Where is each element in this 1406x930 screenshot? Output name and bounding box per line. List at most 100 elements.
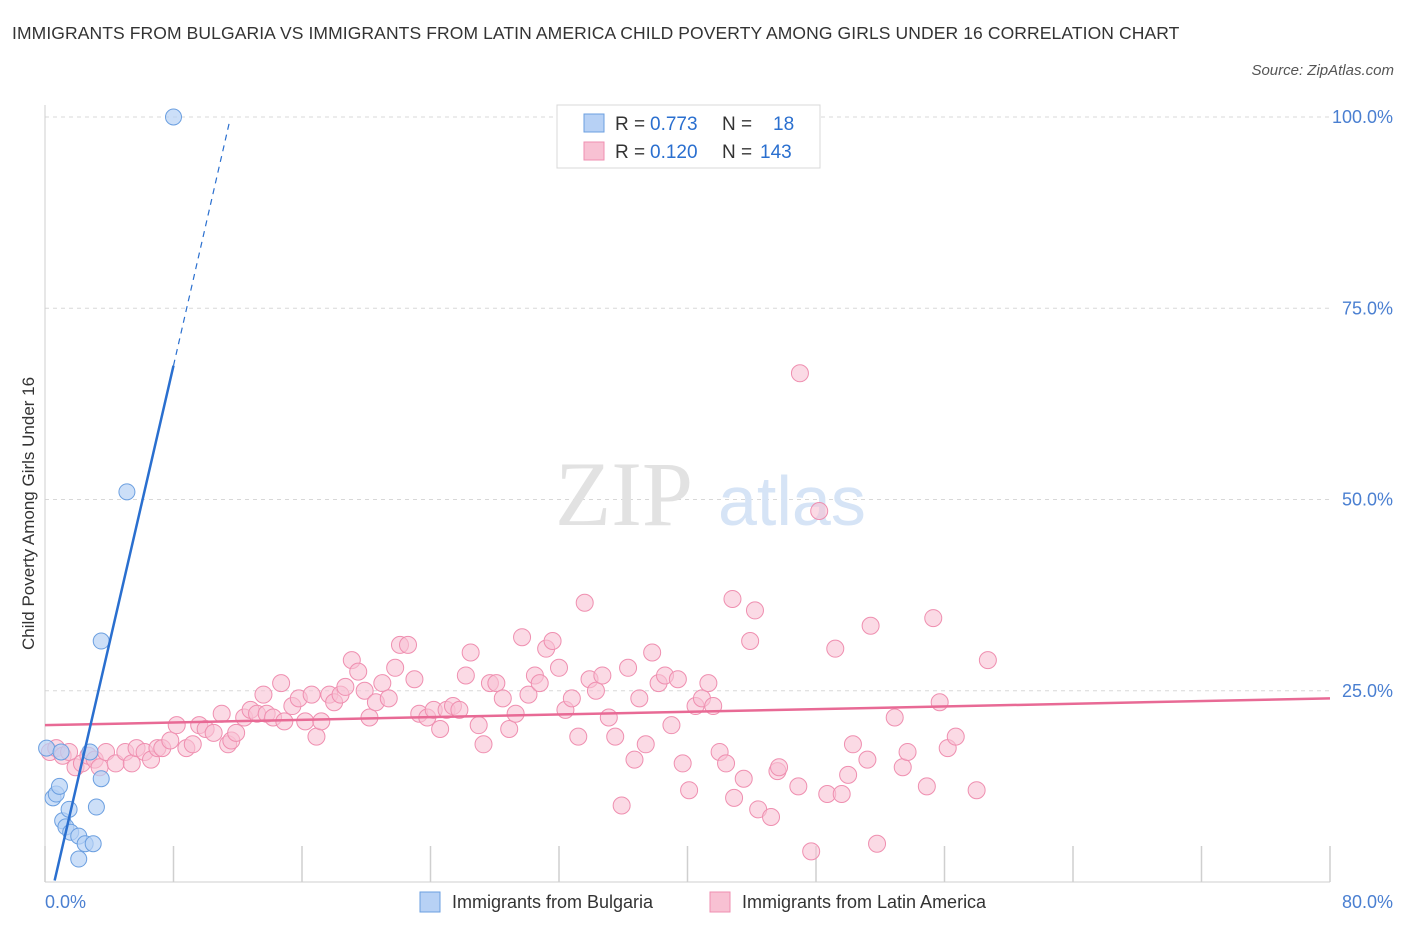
data-point-latin-america bbox=[575, 593, 594, 612]
stats-r-label-bulgaria: R = bbox=[615, 114, 645, 135]
source-note: Source: ZipAtlas.com bbox=[1251, 62, 1394, 79]
data-point-latin-america bbox=[519, 685, 538, 704]
y-tick-label: 75.0% bbox=[1342, 298, 1393, 318]
data-point-latin-america bbox=[599, 708, 618, 727]
data-point-latin-america bbox=[227, 723, 246, 742]
data-point-latin-america bbox=[643, 643, 662, 662]
data-point-latin-america bbox=[802, 842, 821, 861]
stats-swatch-latin-america bbox=[583, 141, 605, 161]
data-point-latin-america bbox=[745, 601, 764, 620]
stats-r-value-latin-america: 0.120 bbox=[650, 142, 698, 163]
data-point-latin-america bbox=[296, 712, 315, 731]
stats-n-value-latin-america: 143 bbox=[760, 142, 792, 163]
stats-swatch-bulgaria bbox=[583, 113, 605, 133]
series-latin-america-points bbox=[40, 364, 997, 861]
data-point-latin-america bbox=[161, 731, 180, 750]
stats-n-label-bulgaria: N = bbox=[722, 114, 752, 135]
stats-r-label-latin-america: R = bbox=[615, 142, 645, 163]
data-point-latin-america bbox=[762, 807, 781, 826]
trend-line-latin-america bbox=[44, 697, 1331, 727]
legend-label-bulgaria: Immigrants from Bulgaria bbox=[452, 892, 654, 912]
legend-swatch-bulgaria bbox=[419, 891, 441, 913]
data-point-bulgaria bbox=[118, 483, 136, 501]
chart-title: IMMIGRANTS FROM BULGARIA VS IMMIGRANTS F… bbox=[12, 23, 1180, 43]
data-point-latin-america bbox=[717, 754, 736, 773]
data-point-latin-america bbox=[355, 681, 374, 700]
data-point-latin-america bbox=[839, 765, 858, 784]
data-point-latin-america bbox=[167, 716, 186, 735]
data-point-bulgaria bbox=[92, 770, 110, 788]
x-tick-labels: 0.0% 80.0% bbox=[45, 892, 1393, 912]
data-point-latin-america bbox=[204, 723, 223, 742]
data-point-latin-america bbox=[843, 735, 862, 754]
data-point-latin-america bbox=[569, 727, 588, 746]
data-point-latin-america bbox=[789, 777, 808, 796]
trend-lines bbox=[44, 120, 1331, 881]
data-point-latin-america bbox=[506, 704, 525, 723]
data-point-latin-america bbox=[636, 735, 655, 754]
legend-swatch-latin-america bbox=[709, 891, 731, 913]
data-point-latin-america bbox=[630, 689, 649, 708]
data-point-bulgaria bbox=[38, 739, 56, 757]
data-point-latin-america bbox=[723, 589, 742, 608]
grid-lines bbox=[45, 116, 1330, 692]
data-point-latin-america bbox=[725, 788, 744, 807]
data-point-bulgaria bbox=[87, 798, 105, 816]
data-point-latin-america bbox=[593, 666, 612, 685]
data-point-latin-america bbox=[379, 689, 398, 708]
legend-label-latin-america: Immigrants from Latin America bbox=[742, 892, 987, 912]
data-point-latin-america bbox=[487, 674, 506, 693]
x-tick-label: 80.0% bbox=[1342, 892, 1393, 912]
data-point-latin-america bbox=[543, 632, 562, 651]
data-point-latin-america bbox=[586, 681, 605, 700]
data-point-latin-america bbox=[680, 781, 699, 800]
data-point-bulgaria bbox=[70, 850, 88, 868]
data-point-latin-america bbox=[183, 735, 202, 754]
data-point-latin-america bbox=[810, 501, 829, 520]
data-point-latin-america bbox=[930, 693, 949, 712]
trend-line-bulgaria bbox=[53, 365, 175, 881]
series-legend: Immigrants from Bulgaria Immigrants from… bbox=[419, 891, 987, 913]
data-point-latin-america bbox=[978, 651, 997, 670]
data-point-latin-america bbox=[673, 754, 692, 773]
data-point-latin-america bbox=[493, 689, 512, 708]
data-point-latin-america bbox=[405, 670, 424, 689]
data-point-latin-america bbox=[307, 727, 326, 746]
data-point-latin-america bbox=[832, 785, 851, 804]
trend-line-bulgaria-extension bbox=[172, 120, 231, 366]
stats-legend: R = 0.773 N = 18 R = 0.120 N = 143 bbox=[556, 104, 821, 169]
y-tick-labels: 25.0% 50.0% 75.0% 100.0% bbox=[1332, 107, 1393, 701]
data-point-latin-america bbox=[312, 712, 331, 731]
data-point-latin-america bbox=[668, 670, 687, 689]
data-point-latin-america bbox=[868, 834, 887, 853]
data-point-latin-america bbox=[386, 658, 405, 677]
data-point-latin-america bbox=[612, 796, 631, 815]
data-point-latin-america bbox=[606, 727, 625, 746]
data-point-latin-america bbox=[967, 781, 986, 800]
data-point-latin-america bbox=[662, 716, 681, 735]
data-point-latin-america bbox=[500, 720, 519, 738]
y-axis-title: Child Poverty Among Girls Under 16 bbox=[19, 377, 38, 650]
data-point-latin-america bbox=[885, 708, 904, 727]
data-point-latin-america bbox=[924, 609, 943, 628]
data-point-latin-america bbox=[826, 639, 845, 658]
data-point-latin-america bbox=[898, 742, 917, 761]
data-point-latin-america bbox=[272, 674, 291, 693]
data-point-bulgaria bbox=[52, 743, 70, 761]
x-tick-marks bbox=[44, 846, 1331, 882]
data-point-latin-america bbox=[946, 727, 965, 746]
data-point-latin-america bbox=[474, 735, 493, 754]
data-point-latin-america bbox=[619, 658, 638, 677]
data-point-latin-america bbox=[917, 777, 936, 796]
stats-r-value-bulgaria: 0.773 bbox=[650, 114, 698, 135]
data-point-latin-america bbox=[625, 750, 644, 769]
data-point-latin-america bbox=[562, 689, 581, 708]
y-tick-label: 25.0% bbox=[1342, 681, 1393, 701]
data-point-latin-america bbox=[741, 632, 760, 651]
data-point-latin-america bbox=[469, 716, 488, 735]
data-point-bulgaria bbox=[50, 777, 68, 795]
data-point-latin-america bbox=[349, 662, 368, 681]
data-point-latin-america bbox=[699, 674, 718, 693]
data-point-latin-america bbox=[770, 758, 789, 777]
data-point-latin-america bbox=[373, 674, 392, 693]
